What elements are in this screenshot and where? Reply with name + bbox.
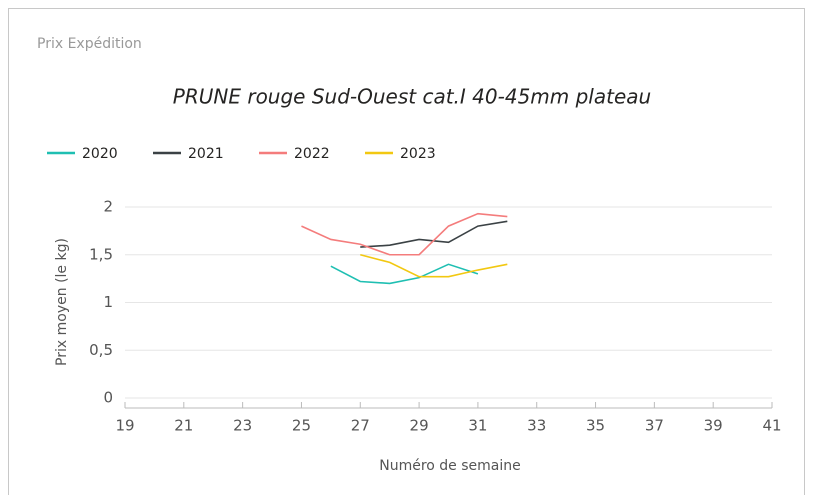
y-tick-label: 1 <box>103 293 113 311</box>
chart-title: PRUNE rouge Sud-Ouest cat.I 40-45mm plat… <box>173 85 651 109</box>
x-tick-label: 19 <box>115 417 134 435</box>
y-tick-label: 0 <box>103 389 113 407</box>
panel-title: Prix Expédition <box>37 36 142 52</box>
x-tick-label: 27 <box>351 417 370 435</box>
x-tick-label: 29 <box>410 417 429 435</box>
x-tick-label: 35 <box>586 417 605 435</box>
x-tick-label: 25 <box>292 417 311 435</box>
series-line <box>360 253 508 278</box>
y-tick-label: 2 <box>103 198 113 216</box>
x-axis-label: Numéro de semaine <box>379 458 521 474</box>
y-axis-label: Prix moyen (le kg) <box>54 238 70 366</box>
panel-frame <box>8 8 805 495</box>
series-line <box>330 263 479 285</box>
x-tick-label: 21 <box>174 417 193 435</box>
legend-label: 2022 <box>294 146 330 162</box>
x-tick-label: 37 <box>645 417 664 435</box>
x-tick-label: 41 <box>762 417 781 435</box>
y-tick-label: 1,5 <box>89 245 113 263</box>
y-tick-label: 0,5 <box>89 341 113 359</box>
x-tick-label: 39 <box>704 417 723 435</box>
legend-label: 2023 <box>400 146 436 162</box>
legend-label: 2021 <box>188 146 224 162</box>
legend-label: 2020 <box>82 146 118 162</box>
x-tick-label: 23 <box>233 417 252 435</box>
series-line <box>301 212 508 256</box>
x-tick-label: 33 <box>527 417 546 435</box>
x-tick-label: 31 <box>468 417 487 435</box>
